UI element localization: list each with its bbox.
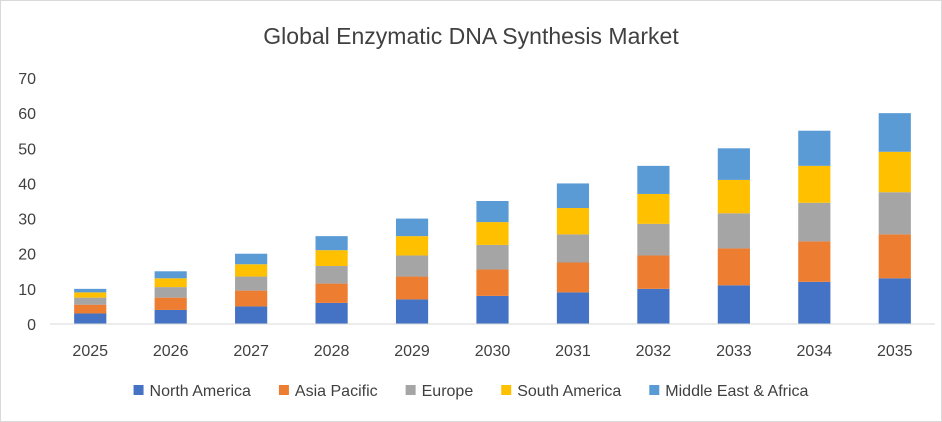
bar-segment-middle-east-africa-2033 (717, 148, 750, 180)
legend-swatch (133, 385, 144, 395)
y-tick-label: 30 (18, 212, 36, 229)
bar-segment-middle-east-africa-2031 (556, 183, 590, 209)
bar-segment-middle-east-africa-2026 (154, 271, 187, 279)
bar-segment-north-america-2025 (74, 313, 107, 324)
y-tick-label: 50 (18, 141, 36, 158)
x-tick-label: 2031 (555, 343, 591, 360)
bar-segment-north-america-2033 (717, 285, 750, 324)
chart-title: Global Enzymatic DNA Synthesis Market (263, 23, 679, 49)
bar-segment-middle-east-africa-2032 (637, 165, 670, 194)
bar-segment-asia-pacific-2027 (235, 290, 268, 307)
bar-segment-north-america-2030 (476, 295, 509, 324)
legend-label: North America (150, 383, 251, 400)
bar-segment-asia-pacific-2035 (878, 234, 911, 279)
bar-segment-europe-2030 (476, 244, 509, 270)
bar-segment-south-america-2030 (476, 222, 509, 245)
x-tick-label: 2035 (877, 343, 913, 360)
bar-segment-asia-pacific-2026 (154, 297, 187, 310)
legend-swatch (278, 385, 289, 395)
bar-segment-europe-2028 (315, 266, 348, 284)
legend-swatch (649, 385, 660, 395)
x-tick-label: 2029 (394, 343, 430, 360)
bar-segment-north-america-2031 (556, 292, 590, 324)
x-tick-label: 2032 (636, 343, 672, 360)
legend-label: South America (517, 383, 621, 400)
bar-segment-asia-pacific-2030 (476, 269, 509, 296)
bar-segment-asia-pacific-2033 (717, 248, 750, 286)
bar-segment-asia-pacific-2032 (637, 255, 670, 289)
legend-label: Asia Pacific (295, 383, 378, 400)
x-tick-label: 2030 (475, 343, 511, 360)
y-tick-label: 20 (18, 247, 36, 264)
bar-segment-middle-east-africa-2025 (74, 288, 107, 293)
bars (74, 113, 911, 324)
bar-segment-south-america-2027 (235, 264, 268, 277)
y-axis: 0 10 20 30 40 50 60 70 (18, 71, 36, 334)
legend: North America Asia Pacific Europe South Ame… (133, 383, 809, 400)
x-tick-label: 2025 (72, 343, 108, 360)
bar-segment-europe-2027 (235, 276, 268, 291)
bar-segment-south-america-2026 (154, 278, 187, 288)
legend-swatch (501, 385, 512, 395)
x-tick-label: 2033 (716, 343, 752, 360)
bar-segment-south-america-2031 (556, 208, 590, 235)
bar-segment-europe-2029 (395, 255, 429, 277)
y-tick-label: 10 (18, 282, 36, 299)
y-tick-label: 60 (18, 106, 36, 123)
bar-segment-europe-2025 (74, 297, 107, 305)
bar-segment-south-america-2025 (74, 292, 107, 298)
bar-segment-europe-2032 (637, 223, 670, 256)
bar-segment-south-america-2033 (717, 179, 750, 214)
bar-segment-europe-2031 (556, 234, 590, 263)
bar-segment-south-america-2035 (878, 151, 911, 193)
bar-segment-asia-pacific-2029 (395, 276, 429, 300)
bar-segment-asia-pacific-2025 (74, 304, 107, 314)
x-tick-label: 2026 (153, 343, 189, 360)
bar-segment-middle-east-africa-2029 (395, 218, 429, 237)
bar-segment-asia-pacific-2028 (315, 283, 348, 303)
bar-segment-europe-2035 (878, 192, 911, 235)
bar-segment-europe-2026 (154, 287, 187, 298)
legend-swatch (405, 385, 416, 395)
bar-segment-north-america-2035 (878, 278, 911, 324)
bar-segment-south-america-2028 (315, 250, 348, 267)
bar-segment-europe-2034 (798, 202, 831, 242)
bar-segment-north-america-2029 (395, 299, 429, 324)
y-tick-label: 0 (27, 317, 36, 334)
bar-segment-middle-east-africa-2030 (476, 201, 509, 223)
bar-segment-north-america-2034 (798, 281, 831, 324)
y-tick-label: 40 (18, 176, 36, 193)
bar-segment-south-america-2034 (798, 165, 831, 203)
bar-segment-asia-pacific-2031 (556, 262, 590, 293)
bar-segment-north-america-2032 (637, 288, 670, 324)
bar-segment-north-america-2026 (154, 309, 187, 324)
x-tick-label: 2028 (314, 343, 350, 360)
bar-segment-europe-2033 (717, 213, 750, 249)
legend-label: Europe (422, 383, 474, 400)
bar-segment-middle-east-africa-2034 (798, 130, 831, 166)
x-axis: 2025 2026 2027 2028 2029 2030 2031 2032 2033 2034… (72, 343, 912, 360)
bar-segment-middle-east-africa-2027 (235, 253, 268, 265)
bar-segment-middle-east-africa-2028 (315, 236, 348, 251)
bar-segment-north-america-2027 (235, 306, 268, 324)
bar-segment-middle-east-africa-2035 (878, 113, 911, 152)
bar-segment-north-america-2028 (315, 302, 348, 324)
bar-segment-south-america-2029 (395, 236, 429, 256)
bar-segment-asia-pacific-2034 (798, 241, 831, 282)
y-tick-label: 70 (18, 71, 36, 88)
x-tick-label: 2027 (233, 343, 269, 360)
legend-label: Middle East & Africa (665, 383, 808, 400)
x-tick-label: 2034 (797, 343, 833, 360)
bar-segment-south-america-2032 (637, 193, 670, 224)
